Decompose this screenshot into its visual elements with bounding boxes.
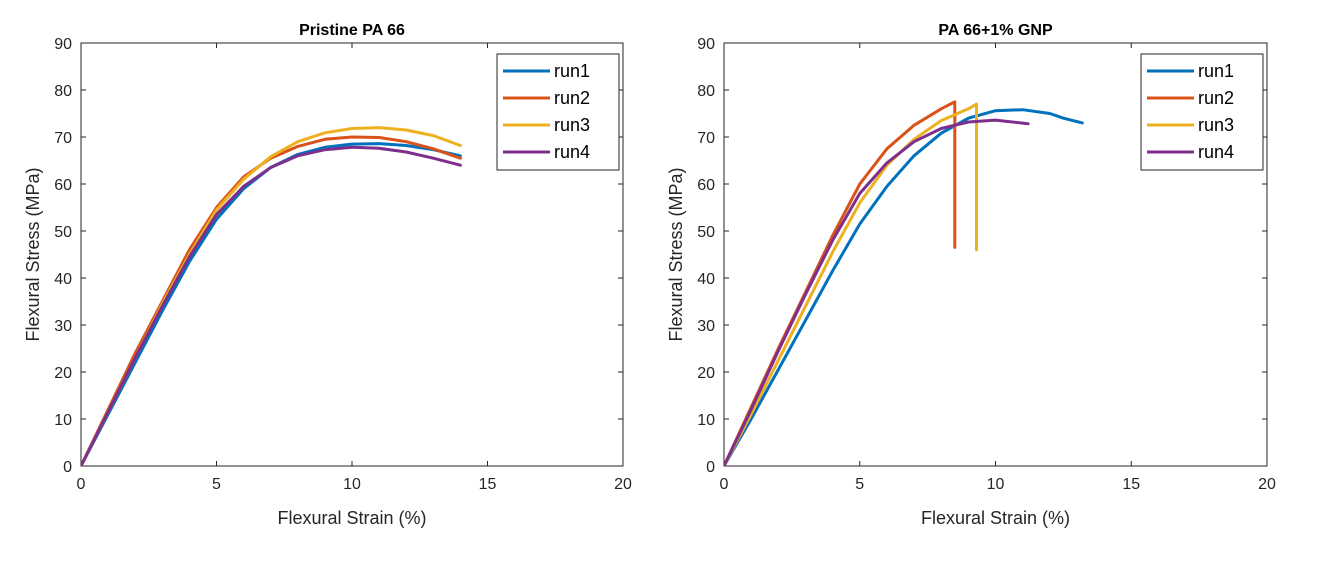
y-tick-label: 90	[54, 36, 72, 53]
series-line-run4	[724, 118, 1030, 466]
left-chart: 0 5 10 15 20 0 10 20 30 40 50 60 70 80 90 Pristine PA 6…	[23, 22, 632, 528]
y-axis-label: Flexural Stress (MPa)	[23, 167, 43, 341]
x-tick-label: 15	[479, 476, 497, 493]
right-chart: 0 5 10 15 20 0 10 20 30 40 50 60 70 80 90 PA 66+1% GNP F…	[666, 22, 1276, 528]
series-line-run4	[81, 145, 462, 466]
y-tick-label: 0	[63, 459, 72, 476]
y-tick-label: 80	[697, 83, 715, 100]
y-tick-label: 90	[697, 36, 715, 53]
legend-label-run3: run3	[1198, 115, 1234, 135]
x-tick-label: 5	[212, 476, 221, 493]
chart-title: Pristine PA 66	[299, 22, 405, 39]
y-tick-label: 70	[54, 130, 72, 147]
legend: run1 run2 run3 run4	[1140, 53, 1264, 171]
y-tick-label: 20	[54, 365, 72, 382]
y-tick-label: 60	[54, 177, 72, 194]
series-line-run1	[724, 108, 1084, 466]
y-tick-label: 10	[697, 412, 715, 429]
x-tick-label: 10	[987, 476, 1005, 493]
series-group	[81, 126, 462, 466]
y-tick-label: 50	[54, 224, 72, 241]
x-tick-label: 0	[77, 476, 86, 493]
y-tick-label: 30	[697, 318, 715, 335]
x-tick-label: 5	[855, 476, 864, 493]
y-tick-label: 40	[697, 271, 715, 288]
x-axis-label: Flexural Strain (%)	[277, 508, 426, 528]
x-tick-label: 15	[1122, 476, 1140, 493]
legend-label-run2: run2	[554, 88, 590, 108]
legend-label-run3: run3	[554, 115, 590, 135]
legend-label-run1: run1	[1198, 61, 1234, 81]
y-tick-label: 0	[706, 459, 715, 476]
legend: run1 run2 run3 run4	[496, 53, 620, 171]
y-tick-label: 40	[54, 271, 72, 288]
series-line-run3	[724, 102, 978, 466]
legend-label-run4: run4	[1198, 142, 1234, 162]
legend-label-run4: run4	[554, 142, 590, 162]
legend-label-run1: run1	[554, 61, 590, 81]
y-tick-label: 50	[697, 224, 715, 241]
series-group	[724, 100, 1084, 466]
y-tick-label: 10	[54, 412, 72, 429]
y-tick-label: 20	[697, 365, 715, 382]
y-tick-label: 70	[697, 130, 715, 147]
x-axis-label: Flexural Strain (%)	[921, 508, 1070, 528]
legend-label-run2: run2	[1198, 88, 1234, 108]
y-tick-label: 80	[54, 83, 72, 100]
chart-title: PA 66+1% GNP	[938, 22, 1053, 39]
x-tick-label: 10	[343, 476, 361, 493]
y-axis-label: Flexural Stress (MPa)	[666, 167, 686, 341]
x-tick-label: 20	[1258, 476, 1276, 493]
x-tick-label: 20	[614, 476, 632, 493]
y-tick-label: 60	[697, 177, 715, 194]
x-tick-label: 0	[720, 476, 729, 493]
y-tick-label: 30	[54, 318, 72, 335]
